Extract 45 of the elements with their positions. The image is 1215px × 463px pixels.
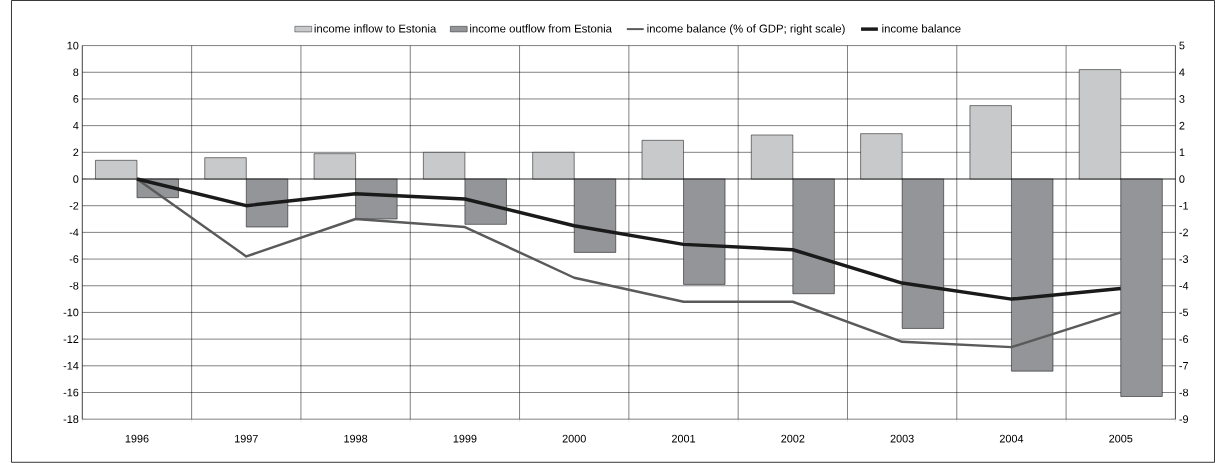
x-tick-label: 1997 <box>235 434 258 443</box>
y-tick-label: -14 <box>63 362 79 370</box>
y2-tick-label: -8 <box>1179 388 1189 397</box>
x-tick-label: 2000 <box>562 434 586 443</box>
y2-tick-label: 2 <box>1179 121 1185 130</box>
y-tick-label: 10 <box>67 41 79 50</box>
y-tick-label: 6 <box>73 95 79 103</box>
y2-tick-label: -9 <box>1179 415 1189 424</box>
y2-tick-label: 0 <box>1179 175 1185 183</box>
x-tick-label: 2003 <box>890 434 914 443</box>
x-tick-label: 1998 <box>344 434 368 443</box>
x-tick-label: 1996 <box>125 434 149 443</box>
y2-tick-label: -5 <box>1179 308 1189 317</box>
y-tick-label: 0 <box>73 175 79 183</box>
y2-tick-label: 1 <box>1179 148 1185 157</box>
y-tick-label: 2 <box>73 148 79 157</box>
y2-tick-label: -2 <box>1179 228 1189 237</box>
y2-tick-label: -7 <box>1179 362 1189 370</box>
y2-tick-label: -4 <box>1179 282 1189 290</box>
y-tick-label: -8 <box>69 282 79 290</box>
y-tick-label: -18 <box>63 415 79 424</box>
legend-label: income inflow to Estonia <box>314 24 437 33</box>
x-tick-label: 2005 <box>1109 434 1133 443</box>
y2-tick-label: 3 <box>1179 95 1185 103</box>
legend-label: income outflow from Estonia <box>470 24 612 33</box>
y-tick-label: -16 <box>63 388 79 397</box>
x-tick-label: 1999 <box>453 434 477 443</box>
y-tick-label: 8 <box>73 68 79 77</box>
x-tick-label: 2002 <box>781 434 805 443</box>
x-tick-label: 2001 <box>671 434 696 443</box>
legend-label: income balance <box>882 24 961 33</box>
y-tick-label: 4 <box>73 122 79 130</box>
y-tick-label: -12 <box>63 335 79 344</box>
y2-tick-label: 4 <box>1179 68 1185 77</box>
y2-tick-label: -3 <box>1179 255 1189 264</box>
line-series <box>135 177 1123 301</box>
y2-tick-label: -6 <box>1179 335 1189 344</box>
y2-tick-label: 5 <box>1179 41 1185 50</box>
y-tick-label: -10 <box>63 308 79 317</box>
x-tick-label: 2004 <box>999 434 1024 443</box>
y-tick-label: -6 <box>69 255 79 264</box>
y-tick-label: -2 <box>69 202 79 210</box>
y2-tick-label: -1 <box>1179 202 1189 210</box>
legend-label: income balance (% of GDP; right scale) <box>647 24 845 35</box>
y-tick-label: -4 <box>69 228 79 237</box>
